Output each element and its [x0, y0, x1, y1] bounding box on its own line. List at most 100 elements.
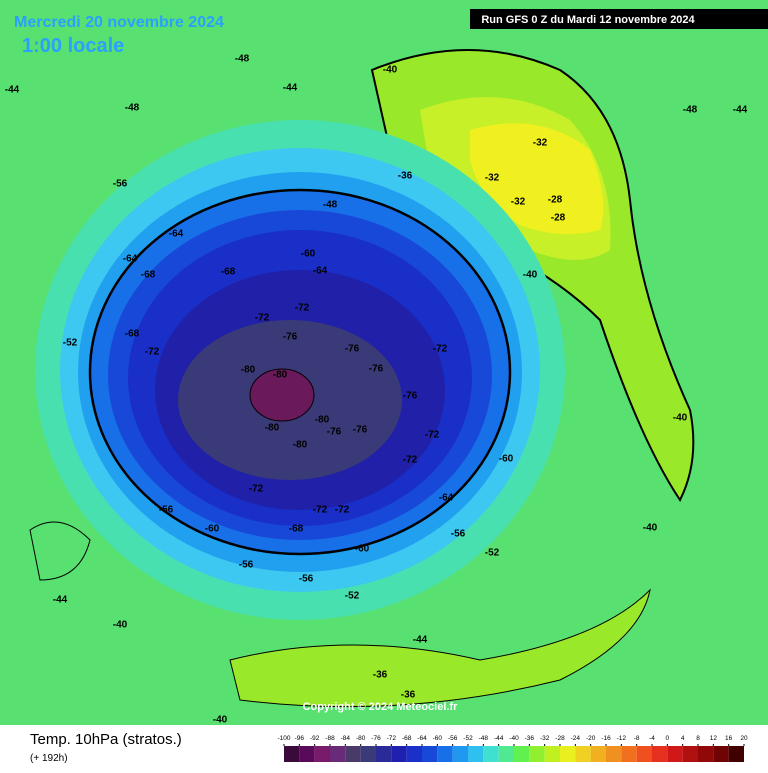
contour-label: -52: [485, 548, 500, 559]
contour-label: -80: [265, 423, 280, 434]
color-swatch: [498, 746, 514, 762]
contour-label: -72: [425, 430, 440, 441]
contour-label: -28: [548, 195, 563, 206]
color-bar-label: -56: [448, 735, 458, 742]
contour-label: -40: [113, 620, 128, 631]
contour-label: -68: [125, 329, 140, 340]
color-swatch: [682, 746, 698, 762]
contour-label: -80: [293, 440, 308, 451]
color-swatch: [299, 746, 315, 762]
color-swatch: [514, 746, 530, 762]
land-patches: [29, 521, 651, 708]
contour-label: -72: [295, 303, 310, 314]
color-swatch: [606, 746, 622, 762]
contour-label: -56: [299, 574, 314, 585]
color-bar-label: -92: [310, 735, 320, 742]
contour-label: -36: [373, 670, 388, 681]
contour-label: -32: [533, 138, 548, 149]
contour-label: -56: [113, 179, 128, 190]
color-bar-label: -40: [509, 735, 519, 742]
contour-label: -32: [485, 173, 500, 184]
contour-label: -72: [433, 344, 448, 355]
contour-label: -40: [213, 715, 228, 726]
contour-label: -68: [221, 267, 236, 278]
contour-label: -72: [255, 313, 270, 324]
color-bar-label: 4: [681, 735, 685, 742]
contour-label: -60: [499, 454, 514, 465]
contour-label: -48: [125, 103, 140, 114]
contour-label: -52: [345, 591, 360, 602]
contour-label: -56: [239, 560, 254, 571]
color-swatch: [698, 746, 714, 762]
color-bar-label: 16: [725, 735, 733, 742]
color-swatch: [406, 746, 422, 762]
legend-subtitle: (+ 192h): [30, 753, 68, 764]
color-swatch: [452, 746, 468, 762]
contour-label: -76: [403, 391, 418, 402]
color-swatch: [376, 746, 392, 762]
contour-label: -28: [551, 213, 566, 224]
color-swatch: [360, 746, 376, 762]
color-swatch: [560, 746, 576, 762]
color-swatch: [728, 746, 744, 762]
contour-label: -40: [643, 523, 658, 534]
color-bar-label: -16: [601, 735, 611, 742]
contour-label: -32: [511, 197, 526, 208]
contour-label: -68: [141, 270, 156, 281]
color-bar-label: -32: [540, 735, 550, 742]
run-text: Run GFS 0 Z du Mardi 12 novembre 2024: [481, 14, 695, 26]
color-swatch: [529, 746, 545, 762]
contour-label: -48: [235, 54, 250, 65]
contour-label: -76: [353, 425, 368, 436]
color-swatch: [636, 746, 652, 762]
contour-label: -40: [523, 270, 538, 281]
color-swatch: [483, 746, 499, 762]
color-bar-label: -68: [402, 735, 412, 742]
contour-label: -80: [273, 370, 288, 381]
contour-label: -72: [145, 347, 160, 358]
contour-label: -72: [335, 505, 350, 516]
color-swatch: [544, 746, 560, 762]
color-bar-label: -84: [341, 735, 351, 742]
color-swatch: [575, 746, 591, 762]
color-swatch: [652, 746, 668, 762]
color-bar-label: -48: [479, 735, 489, 742]
color-bar-label: -88: [325, 735, 335, 742]
color-bar-label: -4: [649, 735, 655, 742]
color-bar-label: -44: [494, 735, 504, 742]
legend-title: Temp. 10hPa (stratos.): [30, 731, 182, 748]
contour-label: -48: [683, 105, 698, 116]
contour-label: -40: [383, 65, 398, 76]
contour-label: -76: [369, 364, 384, 375]
color-bar-label: -52: [463, 735, 473, 742]
contour-label: -76: [345, 344, 360, 355]
color-bar-label: -76: [371, 735, 381, 742]
color-swatch: [422, 746, 438, 762]
contour-label: -80: [315, 415, 330, 426]
color-swatch: [391, 746, 407, 762]
color-bar-label: -36: [525, 735, 535, 742]
date-text: Mercredi 20 novembre 2024: [14, 14, 224, 31]
color-bar-label: 20: [740, 735, 748, 742]
contour-label: -76: [327, 427, 342, 438]
contour-labels: -80-80-80-80-80-76-76-76-76-76-76-72-72-…: [5, 54, 748, 726]
contour-label: -40: [673, 413, 688, 424]
contour-label: -52: [63, 338, 78, 349]
contour-label: -36: [398, 171, 413, 182]
color-bar: -100 -96 -92 -88 -84 -80 -76 -72 -68 -64 -60 -56 -52…: [277, 735, 748, 762]
contour-label: -60: [205, 524, 220, 535]
color-swatch: [330, 746, 346, 762]
contour-label: -72: [403, 455, 418, 466]
color-bar-label: 12: [710, 735, 718, 742]
color-bar-label: -96: [295, 735, 305, 742]
contour-label: -44: [283, 83, 298, 94]
color-swatch: [345, 746, 361, 762]
color-bar-label: -64: [417, 735, 427, 742]
contour-label: -60: [301, 249, 316, 260]
color-bar-label: -100: [277, 735, 290, 742]
color-bar-label: -20: [586, 735, 596, 742]
color-swatch: [713, 746, 729, 762]
contour-label: -72: [313, 505, 328, 516]
contour-label: -64: [123, 254, 138, 265]
